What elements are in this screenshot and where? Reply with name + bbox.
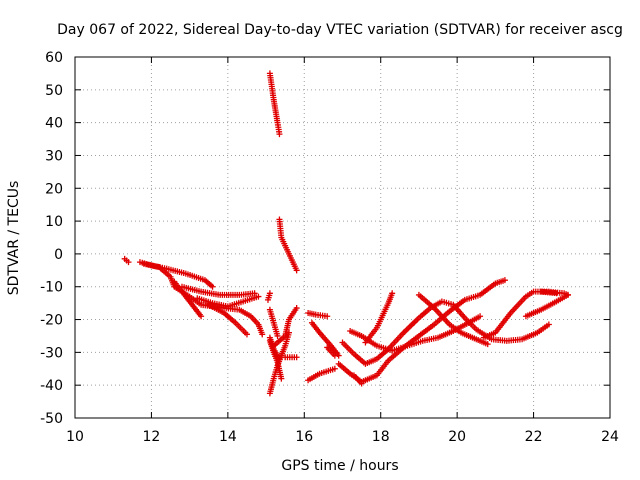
y-tick-label: -40 <box>40 378 63 394</box>
data-point-marker <box>125 259 132 266</box>
y-tick-label: -20 <box>40 313 63 329</box>
data-point-marker <box>243 331 250 338</box>
y-tick-label: 20 <box>45 181 63 197</box>
x-tick-label: 10 <box>66 429 84 445</box>
data-points <box>121 70 571 397</box>
x-tick-label: 16 <box>295 429 313 445</box>
data-point-marker <box>477 313 484 320</box>
data-point-marker <box>331 352 338 359</box>
data-point-marker <box>266 290 273 297</box>
data-point-marker <box>276 131 283 138</box>
data-point-marker <box>564 291 571 298</box>
data-point-marker <box>278 375 285 382</box>
data-point-marker <box>324 313 331 320</box>
x-tick-label: 18 <box>372 429 390 445</box>
y-tick-label: -50 <box>40 411 63 427</box>
plot-frame <box>74 56 611 419</box>
y-axis-label: SDTVAR / TECUs <box>6 181 22 296</box>
data-point-marker <box>358 380 365 387</box>
grid <box>75 57 610 418</box>
axis-ticks: 10 12 14 16 18 20 22 24 -50 -40 -30 -20 -10 0 10 20 30 40… <box>40 50 619 445</box>
y-tick-label: 50 <box>45 83 63 99</box>
data-point-marker <box>331 365 338 372</box>
x-tick-label: 12 <box>143 429 161 445</box>
data-point-marker <box>293 267 300 274</box>
data-point-marker <box>293 354 300 361</box>
data-point-marker <box>255 293 262 300</box>
data-point-marker <box>276 355 283 362</box>
chart-title: Day 067 of 2022, Sidereal Day-to-day VTE… <box>57 22 623 38</box>
data-point-marker <box>274 332 281 339</box>
data-point-marker <box>389 290 396 297</box>
x-tick-label: 14 <box>219 429 237 445</box>
y-tick-label: 10 <box>45 214 63 230</box>
y-tick-label: 40 <box>45 116 63 132</box>
data-point-marker <box>545 321 552 328</box>
data-point-marker <box>501 277 508 284</box>
y-tick-label: 60 <box>45 50 63 66</box>
y-tick-label: 0 <box>54 247 63 263</box>
data-point-marker <box>209 283 216 290</box>
data-point-marker <box>293 305 300 312</box>
y-tick-label: -30 <box>40 345 63 361</box>
data-point-marker <box>259 331 266 338</box>
x-tick-label: 22 <box>525 429 543 445</box>
data-point-marker <box>484 341 491 348</box>
data-point-marker <box>553 290 560 297</box>
data-point-marker <box>198 313 205 320</box>
x-tick-label: 20 <box>448 429 466 445</box>
x-tick-label: 24 <box>601 429 619 445</box>
y-tick-label: 30 <box>45 148 63 164</box>
x-axis-label: GPS time / hours <box>281 458 398 474</box>
y-tick-label: -10 <box>40 280 63 296</box>
